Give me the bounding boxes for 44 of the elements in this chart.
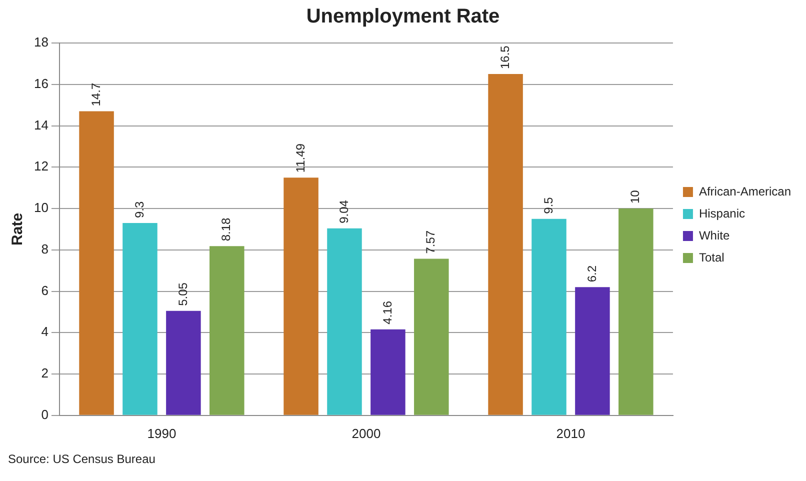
- data-label: 5.05: [176, 282, 190, 306]
- legend-label: African-American: [698, 184, 792, 198]
- data-label: 6.2: [584, 265, 599, 282]
- bar: [414, 258, 449, 415]
- data-label: 11.49: [293, 143, 308, 173]
- y-axis-title: Rate: [9, 212, 26, 246]
- source-note: Source: US Census Bureau: [8, 452, 156, 466]
- bar: [532, 218, 566, 415]
- x-tick-label: 2000: [352, 426, 381, 441]
- data-label: 7.57: [424, 230, 438, 254]
- y-tick-label: 14: [34, 117, 48, 132]
- x-tick-label: 1990: [147, 426, 176, 441]
- y-tick-label: 12: [34, 158, 48, 174]
- bar: [575, 287, 610, 415]
- legend-label: Hispanic: [698, 206, 746, 220]
- data-label: 16.5: [498, 45, 512, 70]
- legend-label: Total: [698, 250, 724, 264]
- y-tick-label: 18: [34, 34, 48, 50]
- data-label: 4.16: [380, 300, 394, 324]
- data-label: 9.3: [132, 200, 146, 218]
- y-tick-label: 2: [41, 366, 48, 381]
- bar: [488, 74, 523, 415]
- bar: [618, 208, 654, 415]
- bar: [370, 329, 406, 415]
- data-label: 10: [628, 190, 642, 204]
- data-label: 14.7: [88, 82, 103, 106]
- data-label: 9.04: [336, 200, 351, 224]
- chart-title: Unemployment Rate: [306, 6, 500, 28]
- y-tick-label: 6: [41, 282, 48, 298]
- bar: [166, 310, 201, 415]
- bar: [284, 178, 318, 415]
- data-label: 9.5: [541, 196, 556, 214]
- y-tick-label: 0: [41, 406, 48, 422]
- bar: [122, 222, 158, 415]
- y-tick-label: 16: [34, 76, 48, 91]
- bar: [327, 228, 362, 415]
- legend-label: White: [698, 228, 730, 242]
- bar: [79, 111, 114, 415]
- y-tick-label: 4: [41, 324, 48, 340]
- bar: [210, 246, 244, 415]
- y-tick-label: 10: [34, 200, 48, 216]
- x-tick-label: 2010: [556, 426, 586, 441]
- y-tick-label: 8: [41, 241, 48, 256]
- data-label: 8.18: [219, 217, 234, 242]
